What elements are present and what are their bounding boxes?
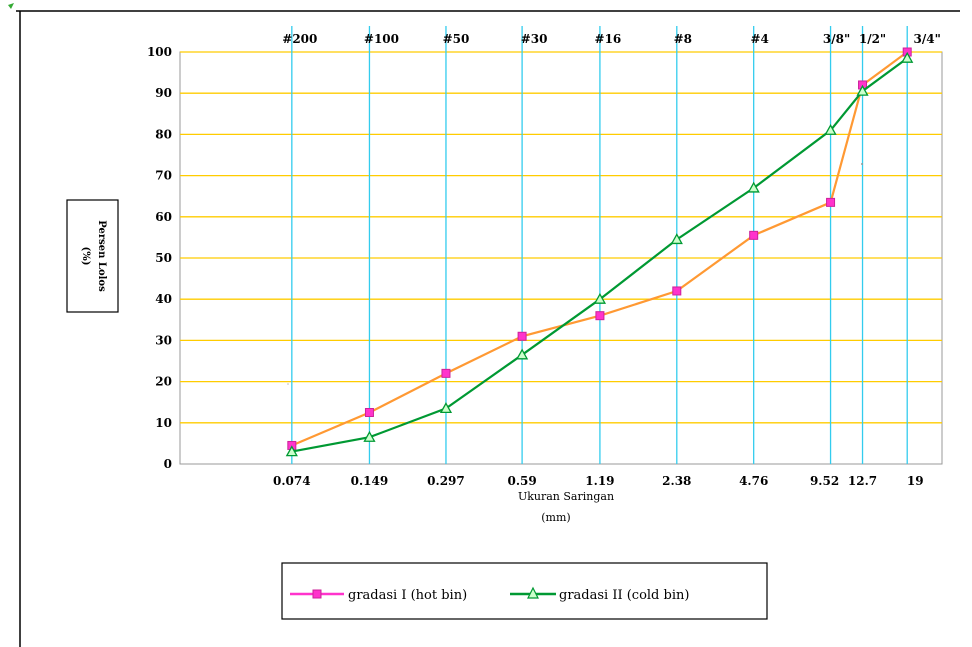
- x-tick-label: 1.19: [585, 474, 614, 488]
- y-axis-tick-labels: 0 10 20 30 40 50 60 70 80 90 100: [147, 45, 172, 471]
- series-line-1: [291, 51, 908, 447]
- data-point-series-1: [749, 230, 759, 240]
- data-point-series-2: [856, 84, 869, 96]
- x-tick-label: 19: [907, 474, 924, 488]
- y-tick-label: 60: [155, 210, 172, 224]
- x-tick-label: 0.297: [427, 474, 465, 488]
- sieve-label: #200: [282, 32, 317, 46]
- sieve-label: #50: [443, 32, 470, 46]
- legend: gradasi I (hot bin) gradasi II (cold bin…: [281, 562, 768, 620]
- y-axis-unit: (%): [80, 247, 91, 266]
- data-point-series-2: [593, 292, 607, 304]
- data-point-series-2: [670, 233, 683, 245]
- data-point-series-1: [517, 331, 527, 341]
- series-line-2: [291, 57, 908, 453]
- horizontal-gridlines: [180, 51, 942, 424]
- y-tick-label: 30: [155, 333, 172, 347]
- y-tick-label: 100: [147, 45, 172, 59]
- y-tick-label: 50: [155, 251, 172, 265]
- vertical-gridlines: [291, 26, 908, 464]
- sieve-label: 3/4": [914, 32, 941, 46]
- x-axis-tick-labels: 0.074 0.149 0.297 0.59 1.19 2.38 4.76 9.52 12.7 1…: [273, 474, 924, 488]
- y-axis-title: Persen Lolos: [96, 220, 107, 292]
- y-tick-label: 70: [155, 169, 172, 183]
- data-point-series-1: [595, 311, 605, 321]
- sieve-label: 1/2": [859, 32, 886, 46]
- sieve-label: #100: [364, 32, 399, 46]
- data-point-series-2: [363, 430, 376, 442]
- y-tick-label: 90: [155, 86, 172, 100]
- x-tick-label: 2.38: [662, 474, 691, 488]
- y-tick-label: 0: [164, 457, 172, 471]
- data-point-series-2: [824, 123, 837, 135]
- corner-marker-icon: [8, 3, 14, 9]
- sieve-label: #4: [750, 32, 768, 46]
- data-point-series-1: [364, 408, 374, 417]
- y-tick-label: 10: [155, 416, 172, 430]
- data-point-series-1: [672, 286, 682, 296]
- sieve-size-labels: #200 #100 #50 #30 #16 #8 #4 3/8" 1/2" 3/4": [282, 32, 941, 46]
- legend-triangle-marker-icon: [527, 586, 539, 599]
- data-point-series-2: [901, 51, 914, 63]
- sieve-label: #8: [674, 32, 692, 46]
- legend-box: [281, 562, 768, 620]
- sieve-label: #16: [595, 32, 622, 46]
- data-point-series-1: [826, 197, 836, 207]
- legend-label-series-1: gradasi I (hot bin): [348, 588, 467, 603]
- sieve-label: #30: [521, 32, 548, 46]
- x-axis-unit: (mm): [541, 511, 570, 524]
- data-point-series-2: [747, 181, 760, 193]
- x-tick-label: 0.149: [351, 474, 389, 488]
- y-tick-label: 80: [155, 127, 172, 141]
- x-tick-label: 0.59: [507, 474, 536, 488]
- x-tick-label: 12.7: [848, 474, 877, 488]
- data-point-series-2: [439, 402, 453, 414]
- data-point-series-2: [515, 348, 529, 360]
- x-tick-label: 4.76: [739, 474, 768, 488]
- x-tick-label: 0.074: [273, 474, 311, 488]
- legend-label-series-2: gradasi II (cold bin): [559, 588, 689, 603]
- x-axis-title: Ukuran Saringan: [518, 490, 614, 503]
- y-tick-label: 20: [155, 375, 172, 389]
- y-tick-label: 40: [155, 292, 172, 306]
- stray-dot: [287, 383, 289, 385]
- stray-dot: [861, 163, 863, 165]
- sieve-label: 3/8": [823, 32, 850, 46]
- x-tick-label: 9.52: [810, 474, 839, 488]
- series-layer: [285, 47, 914, 457]
- data-point-series-1: [441, 368, 451, 378]
- legend-square-marker-icon: [312, 589, 322, 599]
- y-axis-title-box: Persen Lolos (%): [66, 199, 119, 313]
- data-point-series-2: [285, 445, 298, 457]
